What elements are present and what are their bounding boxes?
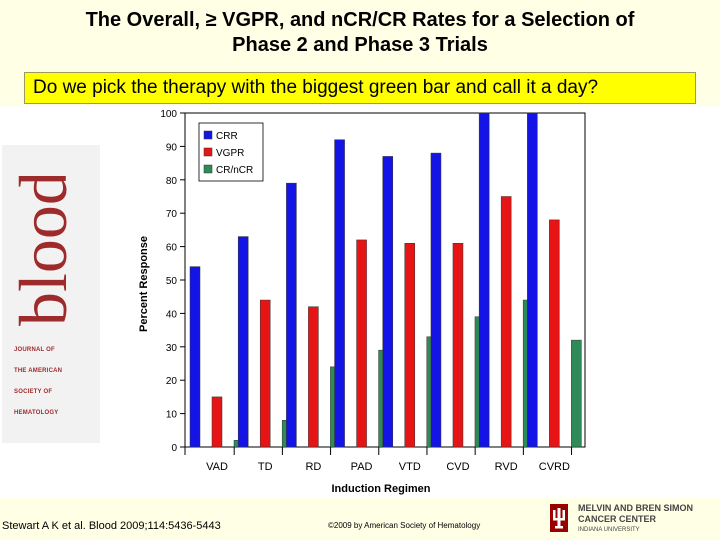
y-tick-label: 50 (166, 276, 178, 287)
center-line-3: INDIANA UNIVERSITY (578, 527, 640, 533)
x-tick-label: VTD (399, 461, 421, 473)
journal-line: THE AMERICAN (14, 368, 63, 374)
blood-logo: blood (14, 176, 81, 326)
y-axis-label: Percent Response (138, 236, 150, 332)
bar-vgpr (452, 243, 464, 448)
y-tick-label: 40 (166, 309, 178, 320)
bar-vgpr (500, 196, 512, 448)
footer (0, 498, 720, 540)
journal-line: JOURNAL OF (14, 347, 55, 353)
bar-crr (334, 139, 345, 448)
y-tick-label: 10 (166, 410, 178, 421)
legend-label: CR/nCR (216, 165, 253, 176)
legend-swatch (203, 164, 213, 174)
y-tick-label: 90 (166, 142, 178, 153)
bar-crr (430, 152, 442, 448)
y-tick-label: 100 (160, 109, 177, 120)
y-tick-label: 60 (166, 243, 178, 254)
y-tick-label: 20 (166, 376, 178, 387)
bar-crr (286, 182, 297, 448)
bar-chart: Percent Response Induction Regimen 0 10 20… (138, 109, 586, 495)
bar-vgpr (308, 306, 319, 448)
journal-line: HEMATOLOGY (14, 410, 59, 416)
title-line-1: The Overall, ≥ VGPR, and nCR/CR Rates fo… (85, 9, 635, 31)
x-tick-label: CVD (446, 461, 469, 473)
journal-name: JOURNAL OF THE AMERICAN SOCIETY OF HEMAT… (14, 340, 100, 424)
journal-cover (2, 145, 100, 443)
legend-swatch (203, 130, 213, 140)
x-tick-label: TD (258, 461, 273, 473)
y-tick-label: 0 (171, 443, 177, 454)
bar-vgpr (259, 299, 271, 448)
bar-cr-ncr (571, 339, 582, 448)
y-tick-label: 70 (166, 209, 178, 220)
bar-vgpr (404, 243, 416, 448)
x-axis-label: Induction Regimen (332, 483, 431, 495)
bar-vgpr (549, 219, 560, 448)
bar-crr (237, 236, 249, 448)
x-tick-label: VAD (206, 461, 228, 473)
center-name: MELVIN AND BREN SIMON CANCER CENTER INDI… (578, 503, 693, 536)
journal-line: SOCIETY OF (14, 389, 53, 395)
bar-vgpr (356, 239, 367, 448)
blood-logo-text: blood (14, 176, 81, 326)
legend-label: VGPR (216, 148, 244, 159)
iu-trident-icon (550, 504, 568, 532)
x-tick-label: CVRD (539, 461, 570, 473)
y-tick-label: 80 (166, 176, 178, 187)
slide-title: The Overall, ≥ VGPR, and nCR/CR Rates fo… (0, 8, 720, 58)
center-line-2: CANCER CENTER (578, 514, 657, 524)
bar-crr (189, 266, 201, 448)
legend-swatch (203, 147, 213, 157)
x-tick-label: RVD (495, 461, 518, 473)
copyright: ©2009 by American Society of Hematology (328, 521, 481, 530)
bar-crr (478, 112, 490, 448)
legend-label: CRR (216, 131, 238, 142)
bar-crr (382, 156, 394, 448)
y-tick-label: 30 (166, 343, 178, 354)
bar-crr (527, 112, 538, 448)
bar-vgpr (211, 396, 223, 448)
x-tick-label: PAD (351, 461, 373, 473)
center-line-1: MELVIN AND BREN SIMON (578, 503, 694, 513)
citation: Stewart A K et al. Blood 2009;114:5436-5… (2, 520, 221, 532)
title-line-2: Phase 2 and Phase 3 Trials (232, 34, 488, 56)
cancer-center-logo: MELVIN AND BREN SIMON CANCER CENTER INDI… (548, 500, 718, 538)
x-tick-label: RD (305, 461, 321, 473)
question-box: Do we pick the therapy with the biggest … (24, 72, 696, 104)
